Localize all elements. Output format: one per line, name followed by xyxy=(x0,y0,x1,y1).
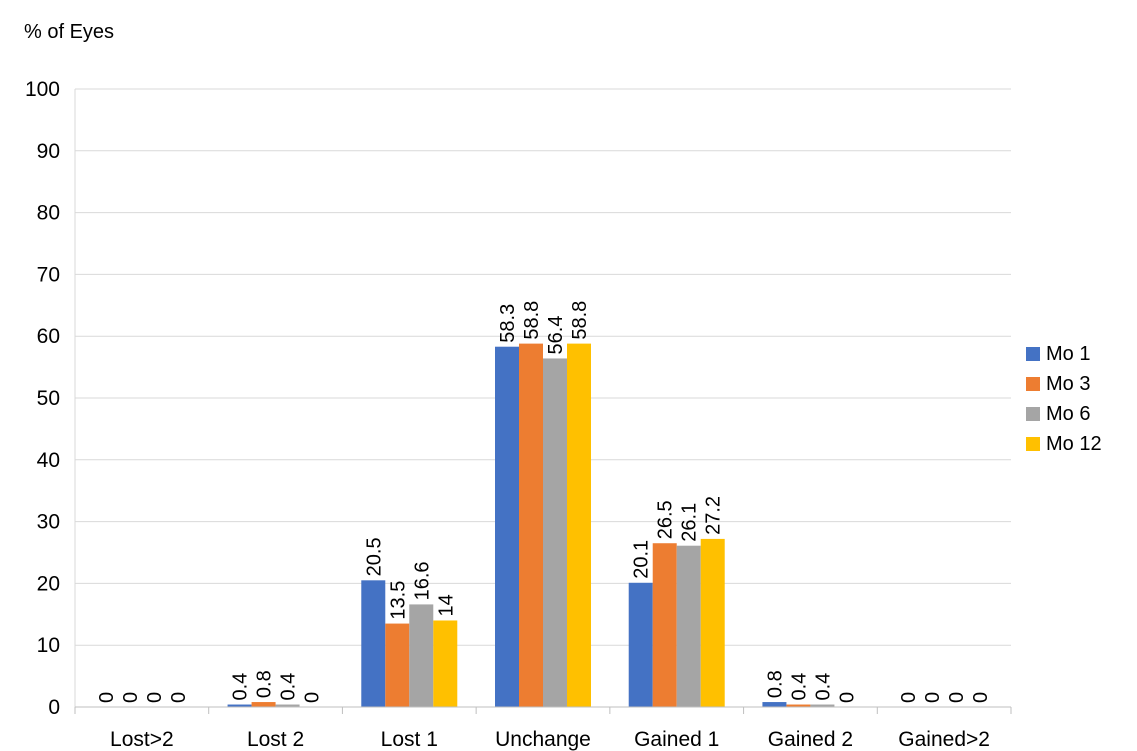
data-label: 26.5 xyxy=(655,500,677,539)
data-label: 0 xyxy=(168,692,190,703)
legend-swatch xyxy=(1026,437,1040,451)
x-tick-label: Gained 2 xyxy=(768,728,853,751)
data-label: 0 xyxy=(946,692,968,703)
bar-mo-1-5 xyxy=(762,702,787,707)
y-tick-label: 100 xyxy=(25,78,60,101)
bar-mo-3-5 xyxy=(786,704,811,707)
bar-mo-1-4 xyxy=(628,582,653,707)
bar-mo-1-1 xyxy=(227,704,252,707)
bar-mo-3-2 xyxy=(385,623,410,707)
y-tick-label: 30 xyxy=(37,511,60,534)
data-label: 0 xyxy=(96,692,118,703)
y-tick-label: 80 xyxy=(37,202,60,225)
y-tick-label: 70 xyxy=(37,263,60,286)
data-label: 14 xyxy=(435,594,457,616)
data-label: 0.4 xyxy=(278,673,300,701)
data-label: 0.4 xyxy=(230,673,252,701)
legend-entry: Mo 6 xyxy=(1046,403,1090,425)
data-label: 0.8 xyxy=(254,670,276,698)
bar-mo-6-2 xyxy=(409,604,434,707)
data-label: 16.6 xyxy=(411,561,433,600)
bar-mo-6-1 xyxy=(275,704,300,707)
data-label: 58.3 xyxy=(497,304,519,343)
data-label: 0 xyxy=(120,692,142,703)
y-axis-label: % of Eyes xyxy=(24,21,114,43)
bar-mo-12-2 xyxy=(433,620,458,707)
data-label: 0.4 xyxy=(812,673,834,701)
x-tick-label: Lost>2 xyxy=(110,728,174,751)
legend-entry: Mo 3 xyxy=(1046,373,1090,395)
y-tick-label: 0 xyxy=(48,696,60,719)
bar-mo-3-1 xyxy=(251,702,276,707)
legend-entry: Mo 12 xyxy=(1046,433,1102,455)
x-tick-label: Gained>2 xyxy=(898,728,990,751)
bar-mo-3-4 xyxy=(652,543,677,707)
x-tick-label: Gained 1 xyxy=(634,728,719,751)
y-tick-label: 40 xyxy=(37,449,60,472)
data-label: 0 xyxy=(144,692,166,703)
data-label: 0 xyxy=(922,692,944,703)
data-label: 26.1 xyxy=(679,503,701,542)
x-tick-label: Lost 1 xyxy=(381,728,438,751)
y-tick-label: 50 xyxy=(37,387,60,410)
data-label: 0.8 xyxy=(764,670,786,698)
x-axis-ticks: Lost>2 Lost 2 Lost 1 Unchange Gained 1 Gained… xyxy=(110,728,990,751)
x-tick-label: Lost 2 xyxy=(247,728,304,751)
data-label: 0 xyxy=(898,692,920,703)
bars xyxy=(227,343,835,707)
data-label: 0 xyxy=(836,692,858,703)
data-label: 0 xyxy=(970,692,992,703)
y-axis-ticks: 0 10 20 30 40 50 60 70 80 90 100 xyxy=(25,78,60,719)
data-label: 58.8 xyxy=(569,301,591,340)
x-axis xyxy=(74,89,1012,714)
data-label: 20.1 xyxy=(631,540,653,579)
x-tick-label: Unchange xyxy=(495,728,591,751)
bar-mo-3-3 xyxy=(519,343,543,707)
bar-mo-6-4 xyxy=(676,545,701,707)
y-tick-label: 90 xyxy=(37,140,60,163)
legend-entry: Mo 1 xyxy=(1046,343,1090,365)
legend-swatch xyxy=(1026,377,1040,391)
data-label: 27.2 xyxy=(703,496,725,535)
y-tick-label: 20 xyxy=(37,572,60,595)
y-tick-label: 10 xyxy=(37,634,60,657)
data-label: 0.4 xyxy=(788,673,810,701)
bar-mo-1-3 xyxy=(495,346,519,707)
legend: Mo 1 Mo 3 Mo 6 Mo 12 xyxy=(1026,343,1102,455)
bar-mo-6-3 xyxy=(543,358,567,707)
data-label: 56.4 xyxy=(545,316,567,355)
legend-swatch xyxy=(1026,347,1040,361)
legend-swatch xyxy=(1026,407,1040,421)
data-label: 20.5 xyxy=(363,537,385,576)
data-label: 58.8 xyxy=(521,301,543,340)
bar-mo-12-3 xyxy=(567,343,591,707)
data-label: 13.5 xyxy=(387,581,409,620)
bar-mo-6-5 xyxy=(810,704,835,707)
y-tick-label: 60 xyxy=(37,325,60,348)
bar-mo-1-2 xyxy=(361,580,386,707)
bar-mo-12-4 xyxy=(700,538,725,707)
data-label: 0 xyxy=(302,692,324,703)
